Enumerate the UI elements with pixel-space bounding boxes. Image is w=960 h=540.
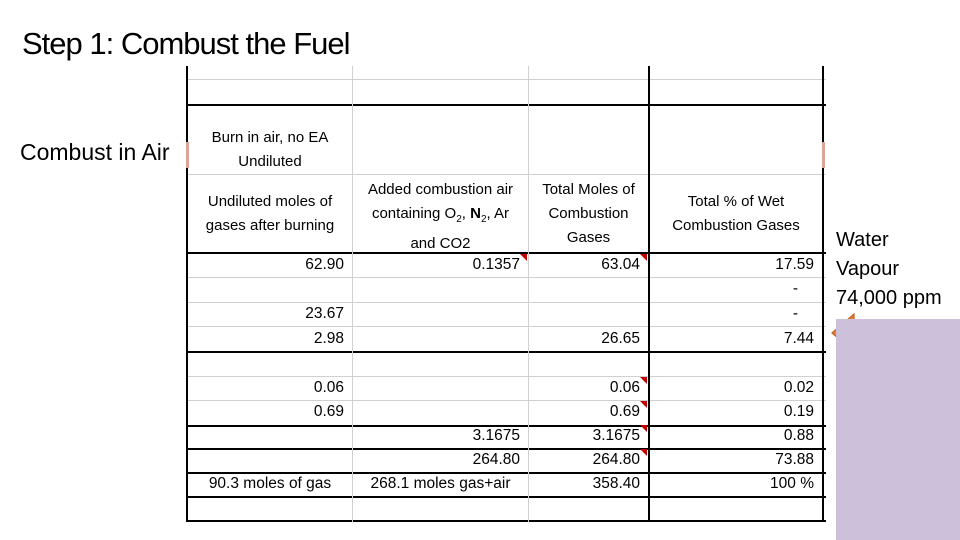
- slide-subtitle: Combust in Air: [20, 139, 170, 165]
- header-line: Combustion: [548, 205, 629, 222]
- table-cell: 0.69: [609, 403, 640, 420]
- grid-line: [352, 66, 353, 522]
- comment-indicator-icon: [640, 449, 647, 456]
- group-header-line: Burn in air, no EA: [211, 129, 329, 146]
- water-vapour-annotation: Water Vapour 74,000 ppm: [836, 226, 942, 313]
- grid-line: [186, 400, 826, 401]
- table-cell: 0.88: [783, 427, 814, 444]
- highlighted-column: [836, 319, 960, 540]
- table-cell: 264.80: [472, 451, 520, 468]
- comment-indicator-icon: [640, 254, 647, 261]
- grid-line: [186, 496, 826, 498]
- table-cell: 264.80: [592, 451, 640, 468]
- table-cell: 0.02: [783, 379, 814, 396]
- table-cell: 23.67: [305, 305, 344, 322]
- grid-line: [186, 326, 826, 327]
- comment-indicator-icon: [640, 425, 647, 432]
- table-cell: 268.1 moles gas+air: [370, 475, 511, 492]
- table-cell: 26.65: [601, 330, 640, 347]
- col1-header: Undiluted moles of gases after burning: [188, 190, 352, 238]
- header-line: Gases: [566, 229, 611, 246]
- table-cell: 17.59: [775, 256, 814, 273]
- annotation-line-2: Vapour: [836, 258, 900, 280]
- group-header: Burn in air, no EA Undiluted: [188, 126, 352, 174]
- col2-header: Added combustion air containing O2, N2, …: [353, 178, 528, 256]
- header-line: and CO2: [410, 235, 471, 252]
- table-cell: -: [792, 305, 798, 322]
- annotation-line-1: Water: [836, 229, 889, 251]
- table-cell: 73.88: [775, 451, 814, 468]
- header-line: Combustion Gases: [672, 217, 800, 234]
- annotation-line-3: 74,000 ppm: [836, 287, 942, 309]
- col3-header: Total Moles of Combustion Gases: [529, 178, 648, 250]
- header-line: Undiluted moles of: [207, 193, 333, 210]
- grid-line: [186, 472, 826, 474]
- grid-line: [186, 104, 826, 106]
- table-cell: 63.04: [601, 256, 640, 273]
- comment-indicator-icon: [640, 377, 647, 384]
- header-line: Total % of Wet: [687, 193, 785, 210]
- table-cell: 100 %: [770, 475, 814, 492]
- table-cell: 62.90: [305, 256, 344, 273]
- comment-indicator-icon: [640, 401, 647, 408]
- header-line: Added combustion air: [367, 181, 514, 198]
- table-cell: 0.19: [783, 403, 814, 420]
- cell-marker: [822, 142, 825, 168]
- table-cell: 3.1675: [592, 427, 640, 444]
- table-cell: 7.44: [783, 330, 814, 347]
- table-cell: 0.06: [313, 379, 344, 396]
- header-line: containing O2, N2, Ar: [371, 205, 510, 225]
- grid-line: [186, 376, 826, 377]
- header-line: Total Moles of: [542, 181, 635, 198]
- table-cell: 2.98: [313, 330, 344, 347]
- grid-line: [186, 66, 188, 522]
- table-cell: 3.1675: [472, 427, 520, 444]
- table-cell: 90.3 moles of gas: [208, 475, 332, 492]
- grid-line: [186, 252, 826, 254]
- group-header-line: Undiluted: [238, 153, 302, 170]
- col4-header: Total % of Wet Combustion Gases: [650, 190, 822, 238]
- spreadsheet-table: Burn in air, no EA Undiluted Undiluted m…: [186, 66, 960, 540]
- table-cell: 0.06: [609, 379, 640, 396]
- table-cell: 0.69: [313, 403, 344, 420]
- cell-marker: [186, 142, 189, 168]
- table-cell: 0.1357: [472, 256, 520, 273]
- grid-line: [186, 302, 826, 303]
- header-line: gases after burning: [205, 217, 335, 234]
- grid-line: [186, 277, 826, 278]
- slide-title: Step 1: Combust the Fuel: [22, 26, 351, 61]
- grid-line: [822, 66, 824, 522]
- table-cell: -: [792, 280, 798, 297]
- grid-line: [186, 520, 826, 522]
- comment-indicator-icon: [520, 254, 527, 261]
- grid-line: [186, 448, 826, 450]
- grid-line: [648, 66, 650, 522]
- grid-line: [528, 66, 529, 522]
- grid-line: [186, 351, 826, 353]
- table-cell: 358.40: [592, 475, 640, 492]
- grid-line: [186, 425, 826, 427]
- grid-line: [186, 79, 826, 80]
- grid-line: [186, 174, 826, 175]
